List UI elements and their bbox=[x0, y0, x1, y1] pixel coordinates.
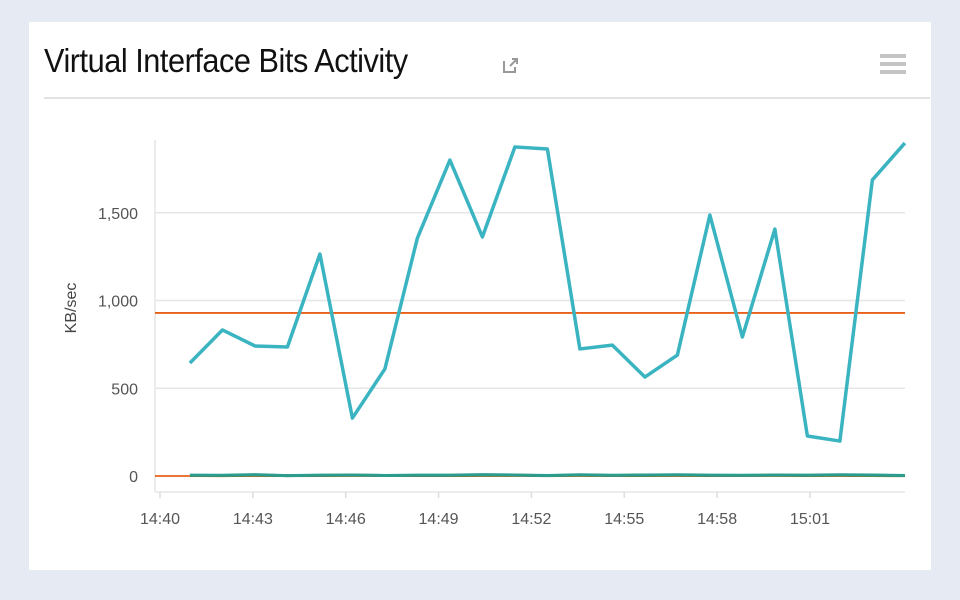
y-tick-label: 1,000 bbox=[98, 294, 138, 311]
x-tick-label: 14:43 bbox=[233, 511, 273, 528]
x-tick-label: 14:49 bbox=[419, 511, 459, 528]
x-tick-label: 14:52 bbox=[511, 511, 551, 528]
external-link-icon[interactable] bbox=[500, 56, 520, 76]
x-tick-label: 15:01 bbox=[790, 511, 830, 528]
y-axis-label: KB/sec bbox=[63, 283, 80, 334]
hamburger-menu-icon[interactable] bbox=[880, 54, 906, 76]
x-tick-label: 14:46 bbox=[326, 511, 366, 528]
series-line bbox=[188, 141, 907, 443]
series-line bbox=[189, 473, 905, 478]
x-tick-label: 14:58 bbox=[697, 511, 737, 528]
y-tick-label: 1,500 bbox=[98, 206, 138, 223]
y-tick-label: 0 bbox=[129, 469, 138, 486]
x-tick-label: 14:40 bbox=[140, 511, 180, 528]
header-divider bbox=[44, 97, 930, 99]
x-tick-label: 14:55 bbox=[604, 511, 644, 528]
chart-card bbox=[29, 22, 931, 570]
chart-title: Virtual Interface Bits Activity bbox=[44, 42, 408, 79]
y-tick-label: 500 bbox=[111, 381, 138, 398]
